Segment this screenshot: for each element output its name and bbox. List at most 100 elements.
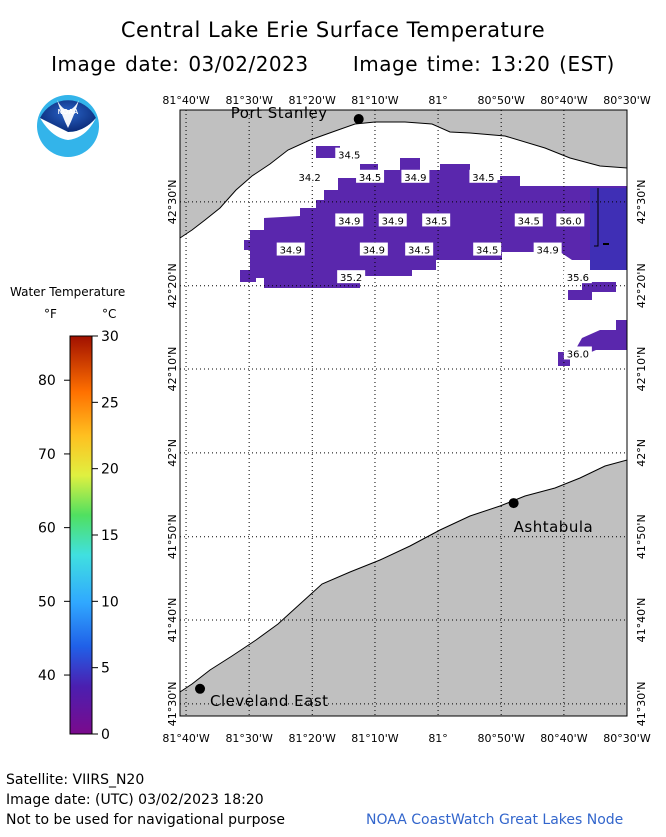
- latitude-labels-right: 42°30'N 42°20'N 42°10'N 42°N 41°50'N 41°40'N 4…: [635, 179, 648, 726]
- temperature-label-bg: [359, 242, 388, 256]
- temperature-label: 34.5: [469, 169, 498, 184]
- temperature-label-text: 34.9: [338, 216, 360, 227]
- colorbar-label-f: 40: [38, 668, 56, 684]
- temperature-label-bg: [378, 213, 407, 227]
- temperature-label-bg: [276, 242, 305, 256]
- image-datetime: Image date: 03/02/2023 Image time: 13:20…: [0, 52, 666, 76]
- longitude-label: 80°50'W: [477, 94, 525, 107]
- temperature-label-text: 36.0: [567, 349, 589, 360]
- temperature-label: 36.0: [556, 213, 585, 227]
- map-title: Central Lake Erie Surface Temperature: [120, 18, 546, 42]
- temperature-label: 34.5: [356, 169, 385, 184]
- graticule: [180, 110, 628, 716]
- usa-land: [179, 459, 628, 717]
- city-label: Ashtabula: [514, 518, 594, 536]
- latitude-label: 41°30'N: [635, 681, 648, 726]
- cities: Port Stanley Ashtabula Cleveland East: [195, 104, 593, 710]
- temperature-label-text: 34.9: [404, 173, 426, 184]
- temperature-label-text: 34.9: [280, 246, 302, 257]
- longitude-label: 81°10'W: [351, 732, 399, 745]
- colorbar-label-f: 50: [38, 594, 56, 610]
- map-frame: [179, 109, 628, 717]
- temperature-label-bg: [563, 346, 592, 360]
- canada-land: [179, 109, 628, 239]
- longitude-label: 81°20'W: [289, 732, 337, 745]
- temperature-label: 34.9: [335, 213, 364, 227]
- shoreline-detail: [594, 188, 599, 247]
- temperature-label-text: 34.5: [476, 246, 498, 257]
- longitude-label: 81°10'W: [351, 94, 399, 107]
- disclaimer: Not to be used for navigational purpose: [6, 812, 285, 828]
- utc-date-label: Image date: (UTC) 03/02/2023 18:20: [6, 792, 264, 808]
- longitude-label: 80°30'W: [603, 94, 651, 107]
- noaa-logo: NOAA: [37, 95, 99, 157]
- colorbar-label-c: 10: [101, 594, 119, 610]
- longitude-labels-top: 81°40'W 81°30'W 81°20'W 81°10'W 81° 80°50'W 80…: [162, 94, 650, 107]
- colorbar-label-c: 30: [101, 329, 119, 345]
- temperature-label-bg: [337, 270, 366, 284]
- legend-unit-c: °C: [102, 307, 117, 321]
- latitude-label: 42°20'N: [166, 263, 179, 308]
- temperature-label-text: 34.5: [518, 216, 540, 227]
- temperature-label-bg: [335, 213, 364, 227]
- latitude-label: 42°10'N: [166, 347, 179, 392]
- temperature-label: 34.5: [422, 213, 451, 227]
- legend-title: Water Temperature: [10, 285, 126, 299]
- longitude-label: 80°50'W: [477, 732, 525, 745]
- temperature-label: 34.2: [295, 169, 324, 184]
- latitude-label: 42°30'N: [635, 179, 648, 224]
- longitude-label: 80°40'W: [540, 732, 588, 745]
- temperature-label-text: 34.9: [363, 246, 385, 257]
- latitude-labels-left: 42°30'N 42°20'N 42°10'N 42°N 41°50'N 41°40'N 4…: [166, 179, 179, 726]
- longitude-label: 81°30'W: [225, 94, 273, 107]
- temperature-label-bg: [533, 242, 562, 256]
- legend-unit-f: °F: [44, 307, 57, 321]
- temp-patch-small-b: [240, 270, 256, 282]
- temperature-label-text: 34.9: [537, 246, 559, 257]
- colorbar-label-c: 0: [101, 727, 110, 743]
- colorbar-label-c: 20: [101, 462, 119, 478]
- city-marker: [353, 114, 364, 125]
- noaa-logo-text: NOAA: [58, 109, 79, 116]
- latitude-label: 41°50'N: [635, 514, 648, 559]
- longitude-label: 81°40'W: [162, 94, 210, 107]
- latitude-label: 42°10'N: [635, 347, 648, 392]
- temperature-label: 34.9: [533, 242, 562, 257]
- latitude-label: 42°30'N: [166, 179, 179, 224]
- temperature-label-bg: [335, 147, 364, 161]
- longitude-label: 81°: [428, 94, 448, 107]
- temperature-label-bg: [473, 242, 502, 256]
- city-marker: [508, 498, 519, 509]
- temperature-label: 34.9: [359, 242, 388, 257]
- latitude-label: 41°40'N: [166, 598, 179, 643]
- latitude-label: 42°20'N: [635, 263, 648, 308]
- colorbar-label-f: 60: [38, 521, 56, 537]
- city-marker: [195, 683, 206, 694]
- temperature-label: 34.5: [473, 242, 502, 257]
- colorbar-gradient: [69, 335, 93, 735]
- temperature-label-text: 34.5: [359, 173, 381, 184]
- latitude-label: 41°40'N: [635, 598, 648, 643]
- coastwatch-credit[interactable]: NOAA CoastWatch Great Lakes Node: [366, 812, 624, 828]
- longitude-labels-bottom: 81°40'W 81°30'W 81°20'W 81°10'W 81° 80°50'W 80…: [162, 732, 650, 745]
- temp-patch-east-a: [568, 282, 616, 300]
- temperature-label: 34.5: [405, 242, 434, 257]
- temp-patch-edge: [590, 188, 627, 270]
- colorbar-label-f: 70: [38, 447, 56, 463]
- temperature-label-text: 34.9: [382, 216, 404, 227]
- colorbar-label-c: 25: [101, 395, 119, 411]
- temperature-label: 34.9: [276, 242, 305, 257]
- temperature-label: 34.9: [378, 213, 407, 227]
- colorbar-label-c: 5: [101, 661, 110, 677]
- longitude-label: 81°20'W: [289, 94, 337, 107]
- temperature-label-bg: [469, 169, 498, 183]
- temperature-labels: 34.5 34.2 34.5 34.9 34.5 34.9 34.9 34.5 34.5 36.0…: [276, 147, 592, 360]
- temp-patch-small-a: [316, 146, 340, 158]
- longitude-label: 81°: [428, 732, 448, 745]
- temperature-label: 34.5: [335, 147, 364, 162]
- temperature-label-text: 35.6: [567, 273, 589, 284]
- temperature-label: 34.5: [514, 213, 543, 227]
